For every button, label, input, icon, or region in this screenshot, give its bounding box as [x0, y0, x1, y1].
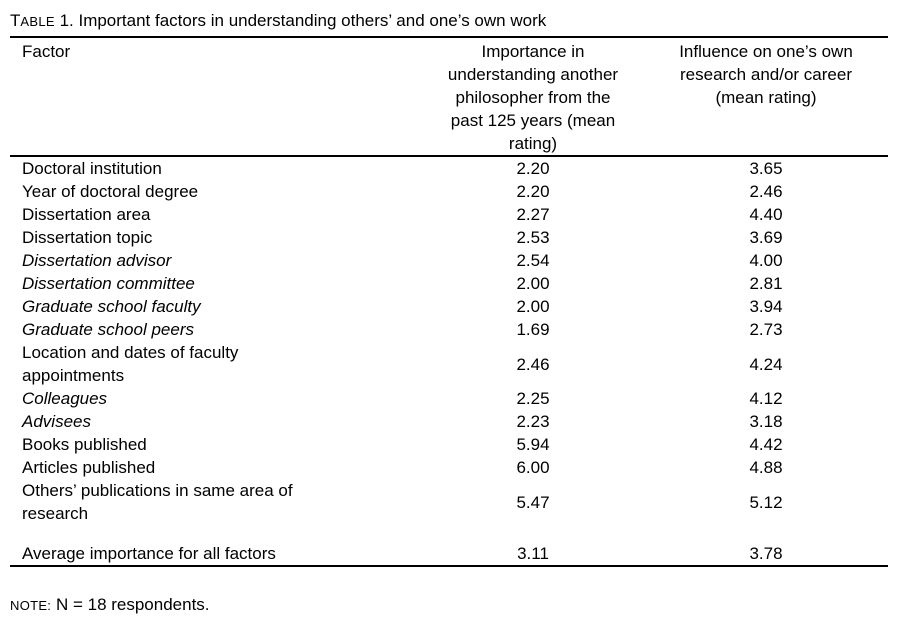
influence-value-cell: 3.65	[749, 159, 783, 178]
factor-cell: Articles published	[22, 458, 156, 477]
factor-cell: Location and dates of faculty appointmen…	[22, 343, 239, 385]
table-caption-word-smallcaps: ABLE	[20, 14, 55, 29]
note-label: NOTE:	[10, 598, 52, 613]
influence-value-cell: 4.40	[749, 205, 783, 224]
note-text: N = 18 respondents.	[51, 595, 210, 614]
factor-cell: Books published	[22, 435, 147, 454]
factor-cell: Dissertation area	[22, 205, 151, 224]
table-note: NOTE: N = 18 respondents.	[10, 593, 906, 617]
importance-value-cell: 2.54	[516, 251, 550, 270]
factor-cell: Advisees	[22, 412, 91, 431]
influence-value-cell: 2.81	[749, 274, 783, 293]
table-row: Books published 5.94 4.42	[10, 433, 888, 456]
factor-cell: Graduate school faculty	[22, 297, 201, 316]
influence-value-cell: 3.18	[749, 412, 783, 431]
table-row: Dissertation area 2.27 4.40	[10, 203, 888, 226]
importance-value-cell: 5.47	[516, 492, 550, 512]
table-row: Articles published 6.00 4.88	[10, 456, 888, 479]
influence-value-cell: 2.73	[749, 320, 783, 339]
column-header-influence: Influence on one’s own research and/or c…	[679, 42, 853, 107]
table-row: Advisees 2.23 3.18	[10, 410, 888, 433]
influence-value-cell: 5.12	[749, 492, 783, 512]
column-header-importance: Importance in understanding another phil…	[447, 42, 619, 153]
factor-cell: Doctoral institution	[22, 159, 162, 178]
influence-value-cell: 3.78	[749, 544, 783, 563]
influence-value-cell: 4.12	[749, 389, 783, 408]
importance-value-cell: 2.23	[516, 412, 550, 431]
importance-value-cell: 2.00	[516, 297, 550, 316]
table-row: Location and dates of faculty appointmen…	[10, 341, 888, 387]
influence-value-cell: 4.88	[749, 458, 783, 477]
factor-cell: Dissertation committee	[22, 274, 195, 293]
table-row: Dissertation topic 2.53 3.69	[10, 226, 888, 249]
importance-value-cell: 1.69	[516, 320, 550, 339]
factor-cell: Graduate school peers	[22, 320, 194, 339]
table-row: Doctoral institution 2.20 3.65	[10, 156, 888, 180]
factor-cell: Colleagues	[22, 389, 108, 408]
factor-cell: Others’ publications in same area of res…	[22, 481, 293, 523]
importance-value-cell: 2.53	[516, 228, 550, 247]
influence-value-cell: 3.94	[749, 297, 783, 316]
table-row: Dissertation advisor 2.54 4.00	[10, 249, 888, 272]
factor-cell: Dissertation advisor	[22, 251, 172, 270]
table-row: Dissertation committee 2.00 2.81	[10, 272, 888, 295]
influence-value-cell: 4.24	[749, 354, 783, 374]
table-row: Graduate school peers 1.69 2.73	[10, 318, 888, 341]
influence-value-cell: 4.42	[749, 435, 783, 454]
influence-value-cell: 4.00	[749, 251, 783, 270]
importance-value-cell: 2.20	[516, 159, 550, 178]
header-row: Factor Importance in understanding anoth…	[10, 38, 888, 156]
importance-value-cell: 6.00	[516, 458, 550, 477]
table-row: Graduate school faculty 2.00 3.94	[10, 295, 888, 318]
table-row: Colleagues 2.25 4.12	[10, 387, 888, 410]
importance-value-cell: 2.25	[516, 389, 550, 408]
influence-value-cell: 3.69	[749, 228, 783, 247]
factor-cell: Year of doctoral degree	[22, 182, 199, 201]
factor-cell: Average importance for all factors	[22, 544, 276, 563]
importance-value-cell: 2.27	[516, 205, 550, 224]
table-header: Factor Importance in understanding anoth…	[10, 38, 888, 156]
importance-value-cell: 3.11	[517, 544, 549, 563]
importance-value-cell: 2.20	[516, 182, 550, 201]
importance-value-cell: 2.46	[516, 354, 550, 374]
influence-value-cell: 2.46	[749, 182, 783, 201]
factors-table: Factor Importance in understanding anoth…	[10, 38, 888, 567]
factor-cell: Dissertation topic	[22, 228, 153, 247]
table-row: Average importance for all factors 3.11 3.…	[10, 542, 888, 566]
table-row: Year of doctoral degree 2.20 2.46	[10, 180, 888, 203]
table-caption: TABLE 1. Important factors in understand…	[10, 9, 888, 38]
importance-value-cell: 5.94	[516, 435, 550, 454]
table-row: Others’ publications in same area of res…	[10, 479, 888, 525]
table-caption-text: 1. Important factors in understanding ot…	[54, 11, 547, 30]
spacer-row	[10, 525, 888, 542]
table-body: Doctoral institution 2.20 3.65 Year of doct…	[10, 156, 888, 566]
importance-value-cell: 2.00	[516, 274, 550, 293]
table-caption-word-initial: T	[10, 11, 21, 30]
column-header-factor: Factor	[22, 42, 71, 61]
